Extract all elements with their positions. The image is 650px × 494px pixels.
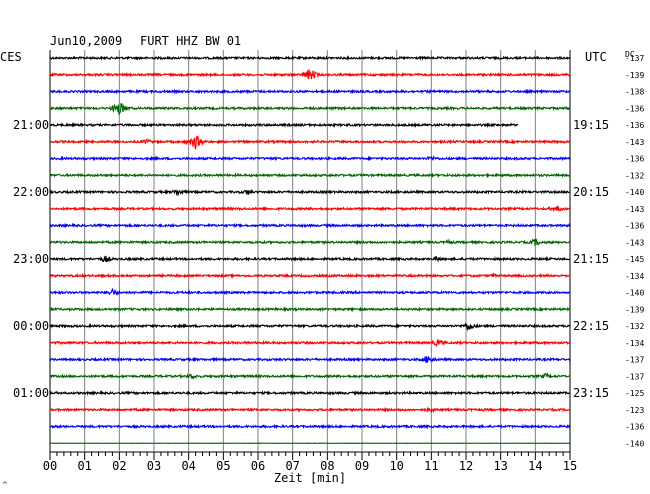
dc-offset-label: -136	[625, 155, 644, 164]
dc-offset-label: -125	[625, 389, 644, 398]
x-tick-label: 10	[389, 459, 403, 473]
left-time-labels: 21:00 22:00 23:00 00:00 01:00	[13, 118, 49, 400]
dc-offset-labels: -137 -139 -138 -136 -136 -143 -136 -132 -140 -143…	[625, 54, 644, 448]
dc-offset-label: -143	[625, 205, 644, 214]
left-time-label: 00:00	[13, 319, 49, 333]
x-tick-label: 15	[563, 459, 577, 473]
dc-offset-label: -123	[625, 406, 644, 415]
seismic-trace	[49, 406, 571, 414]
dc-offset-label: -137	[625, 54, 644, 63]
right-time-label: 20:15	[573, 185, 609, 199]
dc-offset-label: -140	[625, 439, 644, 448]
left-time-label: 23:00	[13, 252, 49, 266]
x-tick-label: 02	[112, 459, 126, 473]
seismic-trace	[49, 423, 571, 430]
seismic-trace	[49, 255, 571, 263]
x-tick-label: 01	[77, 459, 91, 473]
x-axis-label: Zeit [min]	[274, 471, 346, 485]
left-time-label: 22:00	[13, 185, 49, 199]
dc-offset-label: -140	[625, 289, 644, 298]
seismic-trace	[49, 338, 571, 348]
plot-date: Jun10,2009	[50, 34, 122, 48]
x-tick-label: 00	[43, 459, 57, 473]
dc-offset-label: -143	[625, 138, 644, 147]
right-timezone: UTC	[585, 50, 607, 64]
vertical-gridlines	[84, 50, 536, 452]
x-tick-label: 08	[320, 459, 334, 473]
left-time-label: 21:00	[13, 118, 49, 132]
seismic-trace	[49, 69, 571, 80]
seismic-trace	[49, 306, 571, 313]
seismic-trace	[49, 272, 571, 279]
corner-mark: ^	[2, 481, 8, 489]
seismic-trace	[49, 154, 571, 162]
x-tick-label: 12	[459, 459, 473, 473]
x-tick-label: 04	[181, 459, 195, 473]
dc-header: DC	[625, 50, 635, 59]
seismic-trace	[49, 222, 571, 229]
x-tick-label: 14	[528, 459, 542, 473]
seismic-trace	[49, 372, 571, 380]
seismic-trace	[49, 54, 571, 61]
dc-offset-label: -132	[625, 322, 644, 331]
right-time-label: 21:15	[573, 252, 609, 266]
x-tick-label: 09	[355, 459, 369, 473]
seismic-trace	[49, 103, 571, 115]
left-timezone: CES	[0, 50, 22, 64]
dc-offset-label: -136	[625, 423, 644, 432]
x-tick-label: 05	[216, 459, 230, 473]
right-time-label: 23:15	[573, 386, 609, 400]
seismic-trace	[49, 205, 571, 213]
seismic-trace	[49, 121, 519, 129]
seismic-trace	[49, 287, 571, 296]
dc-offset-label: -138	[625, 88, 644, 97]
right-time-labels: 19:15 20:15 21:15 22:15 23:15	[573, 118, 609, 400]
x-tick-label: 11	[424, 459, 438, 473]
dc-offset-label: -137	[625, 356, 644, 365]
plot-station: FURT HHZ BW 01	[140, 34, 241, 48]
seismic-trace	[49, 135, 571, 150]
seismic-trace	[49, 172, 571, 179]
right-time-label: 19:15	[573, 118, 609, 132]
x-tick-label: 03	[147, 459, 161, 473]
right-time-label: 22:15	[573, 319, 609, 333]
seismic-trace	[49, 238, 571, 246]
dc-offset-label: -139	[625, 71, 644, 80]
dc-offset-label: -136	[625, 121, 644, 130]
dc-offset-label: -136	[625, 222, 644, 231]
dc-offset-label: -139	[625, 305, 644, 314]
dc-offset-label: -134	[625, 272, 644, 281]
left-time-label: 01:00	[13, 386, 49, 400]
seismic-trace	[49, 188, 571, 197]
dc-offset-label: -140	[625, 188, 644, 197]
x-tick-label: 07	[285, 459, 299, 473]
seismic-trace	[49, 322, 571, 332]
seismic-traces	[49, 54, 571, 445]
seismic-trace	[49, 389, 571, 396]
dc-offset-label: -134	[625, 339, 644, 348]
dc-offset-label: -143	[625, 238, 644, 247]
dc-offset-label: -145	[625, 255, 644, 264]
x-axis-tick-labels: 00 01 02 03 04 05 06 07 08 09 10 11 12 13 14 15	[43, 459, 577, 473]
seismic-trace	[49, 88, 571, 95]
dc-offset-label: -136	[625, 104, 644, 113]
x-axis-ticks	[49, 452, 571, 460]
x-tick-label: 13	[493, 459, 507, 473]
seismic-trace	[49, 356, 571, 363]
dc-offset-label: -137	[625, 372, 644, 381]
x-tick-label: 06	[251, 459, 265, 473]
dc-offset-label: -132	[625, 171, 644, 180]
